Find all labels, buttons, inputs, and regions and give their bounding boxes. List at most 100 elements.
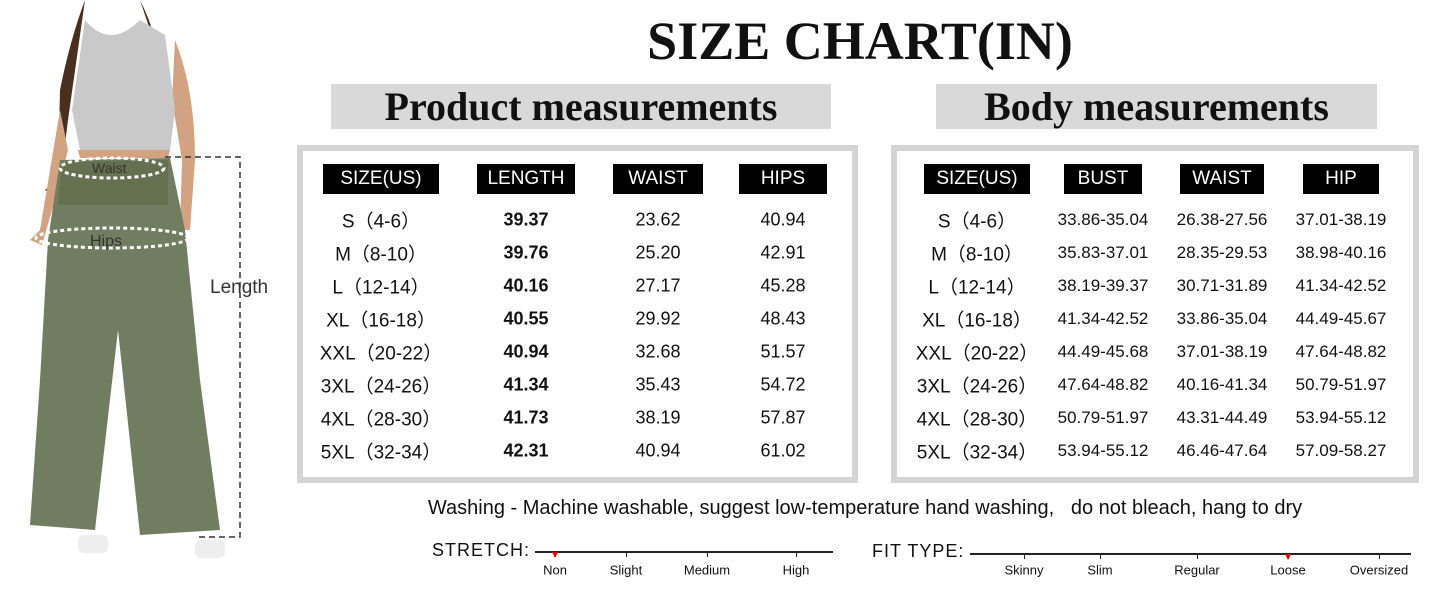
value-cell: 37.01-38.19 (1176, 342, 1268, 361)
column-header: BUST (1064, 164, 1142, 194)
value-cell: 42.31 (503, 440, 549, 461)
value-cell: 50.79-51.97 (1295, 375, 1387, 394)
value-cell: 32.68 (635, 341, 681, 362)
value-cell: 41.34-42.52 (1295, 276, 1387, 295)
scale-tick (1197, 553, 1198, 559)
value-cell: 37.01-38.19 (1295, 210, 1387, 229)
stretch-label: STRETCH: (432, 540, 530, 560)
value-cell: 41.73 (503, 407, 549, 428)
value-cell: 39.37 (503, 209, 549, 230)
value-cell: 46.46-47.64 (1176, 441, 1268, 460)
value-cell: 47.64-48.82 (1057, 375, 1149, 394)
scale-option: Regular (1174, 562, 1220, 578)
column-header: WAIST (1180, 164, 1264, 194)
value-cell: 39.76 (503, 242, 549, 263)
scale-option: Oversized (1349, 562, 1409, 578)
size-cell: 4XL（28-30） (916, 409, 1038, 431)
value-cell: 29.92 (635, 308, 681, 329)
section-title: Product measurements (331, 84, 831, 129)
value-cell: 53.94-55.12 (1295, 408, 1387, 427)
value-cell: 48.43 (760, 308, 806, 329)
size-cell: 5XL（32-34） (916, 442, 1038, 464)
scale-tick (1024, 553, 1025, 559)
value-cell: 57.87 (760, 407, 806, 428)
size-cell: M（8-10） (931, 244, 1023, 266)
scale-tick (626, 551, 627, 557)
value-cell: 40.94 (635, 440, 681, 461)
size-cell: XXL（20-22） (319, 343, 443, 365)
value-cell: 45.28 (760, 275, 806, 296)
length-label: Length (210, 277, 269, 298)
value-cell: 30.71-31.89 (1176, 276, 1268, 295)
scale-tick (1379, 553, 1380, 559)
size-cell: M（8-10） (335, 244, 427, 266)
value-cell: 44.49-45.67 (1295, 309, 1387, 328)
washing-note: Washing - Machine washable, suggest low-… (427, 497, 1303, 519)
scale-option: Slim (1087, 562, 1113, 578)
value-cell: 40.16 (503, 275, 549, 296)
value-cell: 27.17 (635, 275, 681, 296)
size-cell: L（12-14） (928, 277, 1026, 299)
model-figure (30, 0, 241, 558)
scale-option: High (782, 562, 810, 578)
value-cell: 33.86-35.04 (1057, 210, 1149, 229)
size-cell: S（4-6） (937, 211, 1017, 233)
scale-option: Non (543, 562, 567, 578)
body-table (891, 145, 1419, 483)
value-cell: 35.83-37.01 (1057, 243, 1149, 262)
value-cell: 44.49-45.68 (1057, 342, 1149, 361)
value-cell: 38.19 (635, 407, 681, 428)
size-cell: XXL（20-22） (915, 343, 1039, 365)
scale-tick (796, 551, 797, 557)
column-header: LENGTH (477, 164, 575, 194)
stretch-scale (535, 551, 833, 553)
selected-marker (1285, 554, 1291, 560)
value-cell: 42.91 (760, 242, 806, 263)
value-cell: 35.43 (635, 374, 681, 395)
fit-scale (970, 553, 1411, 555)
value-cell: 40.94 (503, 341, 549, 362)
column-header: SIZE(US) (323, 164, 439, 194)
column-header: HIPS (739, 164, 827, 194)
value-cell: 26.38-27.56 (1176, 210, 1268, 229)
waist-label: Waist (92, 160, 127, 176)
scale-tick (707, 551, 708, 557)
page-title: SIZE CHART(IN) (647, 11, 1073, 71)
scale-option: Slight (609, 562, 643, 578)
value-cell: 51.57 (760, 341, 806, 362)
size-cell: 4XL（28-30） (320, 409, 442, 431)
value-cell: 57.09-58.27 (1295, 441, 1387, 460)
value-cell: 28.35-29.53 (1176, 243, 1268, 262)
product-table (297, 145, 858, 483)
value-cell: 47.64-48.82 (1295, 342, 1387, 361)
value-cell: 43.31-44.49 (1176, 408, 1268, 427)
size-cell: S（4-6） (341, 211, 421, 233)
scale-tick (1100, 553, 1101, 559)
size-cell: XL（16-18） (326, 310, 436, 332)
size-cell: L（12-14） (332, 277, 430, 299)
scale-option: Loose (1270, 562, 1306, 578)
size-cell: 3XL（24-26） (916, 376, 1038, 398)
value-cell: 53.94-55.12 (1057, 441, 1149, 460)
size-cell: 3XL（24-26） (320, 376, 442, 398)
value-cell: 40.16-41.34 (1176, 375, 1268, 394)
value-cell: 23.62 (635, 209, 681, 230)
value-cell: 33.86-35.04 (1176, 309, 1268, 328)
value-cell: 38.98-40.16 (1295, 243, 1387, 262)
value-cell: 25.20 (635, 242, 681, 263)
column-header: WAIST (613, 164, 703, 194)
section-title: Body measurements (936, 84, 1377, 129)
column-header: HIP (1303, 164, 1379, 194)
value-cell: 41.34-42.52 (1057, 309, 1149, 328)
column-header: SIZE(US) (924, 164, 1030, 194)
value-cell: 40.94 (760, 209, 806, 230)
scale-option: Skinny (1004, 562, 1044, 578)
selected-marker (552, 552, 558, 558)
size-cell: 5XL（32-34） (320, 442, 442, 464)
value-cell: 38.19-39.37 (1057, 276, 1149, 295)
fit-label: FIT TYPE: (872, 541, 965, 561)
size-cell: XL（16-18） (922, 310, 1032, 332)
value-cell: 40.55 (503, 308, 549, 329)
value-cell: 41.34 (503, 374, 549, 395)
